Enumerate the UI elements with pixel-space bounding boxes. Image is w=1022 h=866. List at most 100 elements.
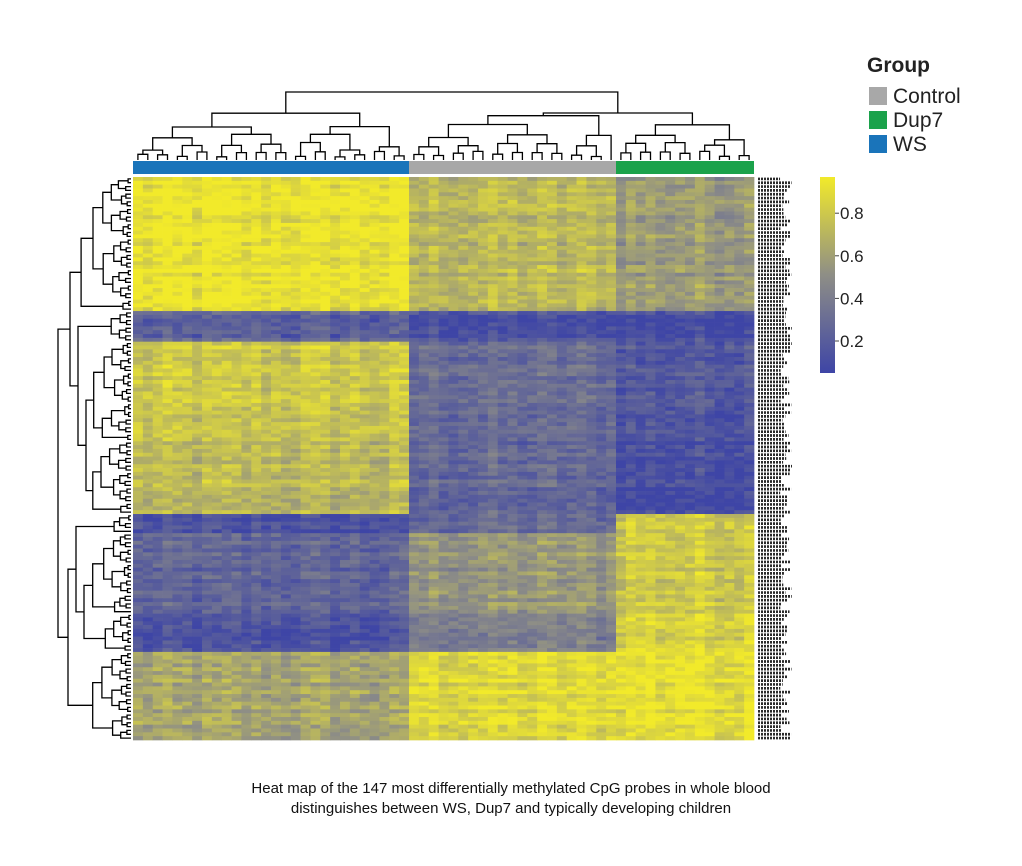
heatmap-cell (478, 276, 489, 281)
heatmap-cell (507, 364, 518, 369)
heatmap-cell (389, 422, 400, 427)
heatmap-cell (379, 414, 390, 419)
heatmap-cell (320, 471, 331, 477)
heatmap-cell (409, 230, 420, 235)
heatmap-cell (310, 479, 321, 484)
heatmap-cell (645, 429, 656, 434)
heatmap-cell (271, 295, 282, 300)
heatmap-cell (192, 242, 203, 247)
heatmap-cell (409, 303, 420, 308)
heatmap-cell (172, 288, 183, 293)
heatmap-cell (645, 280, 656, 285)
heatmap-cell (694, 272, 706, 277)
heatmap-cell (389, 311, 400, 316)
heatmap-cell (665, 249, 676, 254)
heatmap-cell (192, 314, 203, 320)
heatmap-cell (714, 402, 725, 408)
heatmap-cell (685, 234, 696, 239)
heatmap-cell (744, 265, 755, 270)
heatmap-cell (280, 295, 292, 300)
heatmap-cell (418, 395, 430, 400)
heatmap-cell (576, 402, 587, 408)
heatmap-cell (537, 230, 548, 235)
heatmap-cell (645, 379, 656, 385)
heatmap-cell (241, 414, 252, 419)
heatmap-cell (547, 192, 558, 197)
heatmap-cell (152, 280, 163, 285)
heatmap-cell (468, 192, 479, 197)
heatmap-cell (566, 261, 577, 266)
heatmap-cell (497, 242, 508, 247)
heatmap-cell (566, 464, 577, 469)
heatmap-cell (478, 314, 489, 320)
heatmap-cell (290, 422, 301, 427)
heatmap-cell (704, 268, 715, 274)
heatmap-cell (517, 211, 528, 216)
heatmap-cell (320, 376, 331, 381)
heatmap-cell (556, 353, 568, 358)
heatmap-cell (438, 245, 449, 251)
heatmap-cell (744, 468, 755, 473)
heatmap-cell (507, 429, 518, 434)
heatmap-cell (152, 475, 163, 480)
heatmap-cell (694, 399, 706, 404)
heatmap-cell (665, 368, 676, 373)
heatmap-cell (675, 303, 686, 308)
heatmap-cell (418, 318, 430, 323)
heatmap-cell (625, 418, 637, 423)
heatmap-cell (280, 180, 292, 186)
heatmap-cell (251, 410, 262, 415)
heatmap-cell (448, 253, 459, 258)
heatmap-cell (389, 364, 400, 369)
heatmap-cell (438, 272, 449, 277)
heatmap-cell (418, 261, 430, 266)
heatmap-cell (330, 230, 341, 235)
heatmap-cell (182, 322, 193, 327)
heatmap-cell (241, 215, 252, 220)
heatmap-cell (182, 464, 193, 469)
heatmap-cell (734, 349, 745, 354)
heatmap-cell (349, 464, 361, 469)
heatmap-cell (694, 284, 706, 289)
heatmap-cell (142, 448, 154, 454)
heatmap-cell (192, 349, 203, 354)
heatmap-cell (685, 341, 696, 346)
heatmap-cell (675, 448, 686, 454)
heatmap-cell (418, 280, 430, 285)
heatmap-cell (192, 433, 203, 438)
heatmap-cell (211, 368, 223, 373)
heatmap-cell (172, 253, 183, 258)
heatmap-cell (241, 341, 252, 346)
heatmap-cell (182, 422, 193, 427)
heatmap-cell (231, 464, 242, 469)
heatmap-cell (714, 395, 725, 400)
heatmap-cell (625, 249, 637, 254)
heatmap-cell (556, 445, 568, 450)
heatmap-cell (172, 399, 183, 404)
heatmap-cell (202, 460, 213, 465)
heatmap-cell (221, 203, 232, 208)
heatmap-cell (468, 418, 479, 423)
heatmap-cell (645, 433, 656, 438)
heatmap-cell (645, 253, 656, 258)
heatmap-cell (369, 464, 380, 469)
heatmap-cell (389, 410, 400, 415)
heatmap-cell (310, 337, 321, 343)
heatmap-cell (675, 387, 686, 392)
heatmap-cell (625, 276, 637, 281)
heatmap-cell (211, 437, 223, 442)
heatmap-cell (655, 276, 666, 281)
heatmap-cell (202, 406, 213, 411)
heatmap-cell (507, 268, 518, 274)
heatmap-cell (714, 471, 725, 477)
heatmap-cell (389, 445, 400, 450)
heatmap-cell (320, 464, 331, 469)
heatmap-cell (685, 364, 696, 369)
heatmap-cell (202, 326, 213, 331)
heatmap-cell (399, 303, 410, 308)
heatmap-cell (211, 357, 223, 362)
heatmap-cell (231, 203, 242, 208)
heatmap-cell (280, 437, 292, 442)
heatmap-cell (310, 414, 321, 419)
heatmap-cell (448, 177, 459, 182)
